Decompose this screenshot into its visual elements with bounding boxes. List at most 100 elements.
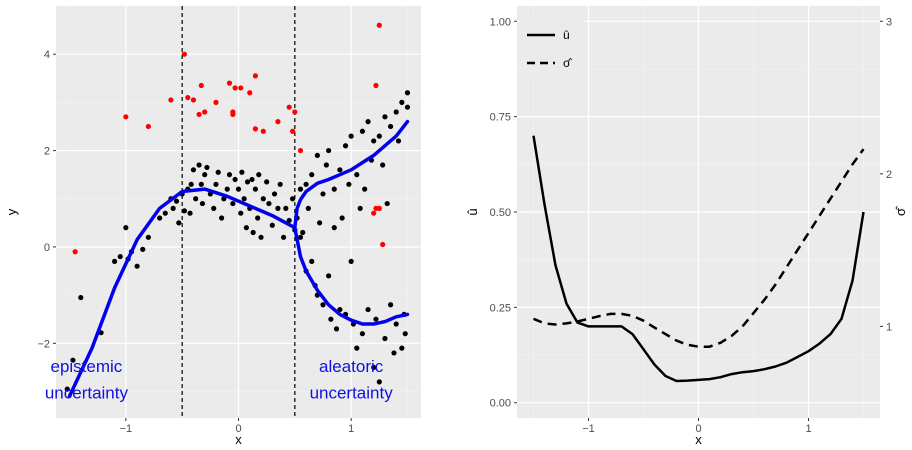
outlier-point [247, 90, 253, 96]
x-tick-label: 1 [348, 423, 354, 435]
data-point [250, 229, 256, 236]
data-point [264, 179, 270, 185]
y-tick-label: 0.00 [490, 398, 511, 410]
data-point [314, 152, 320, 158]
outlier-point [185, 94, 191, 101]
outlier-point [198, 82, 204, 89]
data-point [239, 169, 245, 175]
data-point [339, 215, 345, 221]
outlier-point [275, 119, 281, 125]
y-axis-title: y [4, 208, 19, 215]
data-point [382, 335, 388, 342]
y-tick-label: 0 [44, 242, 50, 254]
y2-tick-label: 2 [886, 169, 892, 181]
data-point [255, 215, 261, 221]
outlier-point [373, 82, 379, 89]
fit-curve [293, 225, 410, 326]
data-point [258, 234, 264, 240]
data-point [170, 205, 176, 211]
data-point [305, 205, 311, 211]
outlier-point [196, 111, 202, 118]
data-point [280, 234, 287, 240]
data-point [331, 186, 337, 192]
data-point [134, 263, 140, 269]
outlier-point [232, 85, 238, 91]
data-point [387, 302, 394, 308]
annotation-text: uncertainty [310, 384, 394, 403]
data-point [376, 133, 382, 139]
outlier-point [72, 249, 78, 255]
data-point [365, 306, 371, 313]
data-point [326, 273, 332, 279]
data-point [140, 246, 146, 252]
data-point [387, 123, 394, 130]
y-tick-label: 1.00 [490, 16, 511, 28]
y-tick-label: 0.75 [490, 112, 511, 124]
data-point [78, 294, 84, 301]
annotation-text: aleatoric [319, 357, 384, 376]
data-point [243, 225, 249, 231]
annotation-text: epistemic [51, 357, 123, 376]
data-point [199, 200, 206, 207]
data-point [235, 186, 242, 192]
outlier-point [226, 80, 233, 86]
outlier-point [252, 73, 258, 79]
data-point [317, 220, 323, 226]
outlier-point [168, 97, 174, 103]
data-point [331, 225, 337, 231]
y-tick-label: 4 [44, 49, 50, 61]
data-point [271, 191, 278, 197]
data-point [393, 321, 399, 327]
data-point [382, 114, 388, 120]
y2-tick-label: 1 [886, 321, 892, 333]
data-point [362, 186, 368, 192]
data-point [404, 90, 411, 96]
data-point [297, 234, 304, 240]
data-point [238, 210, 244, 216]
legend: û σ̂ [521, 18, 583, 80]
data-point [162, 210, 168, 216]
outlier-point [297, 147, 304, 154]
outlier-point [230, 111, 236, 118]
outlier-point [252, 126, 258, 132]
x-axis-title: x [695, 432, 702, 447]
x-tick-label: 0 [695, 423, 701, 435]
data-point [404, 104, 411, 110]
x-axis-title: x [235, 432, 242, 447]
data-point [391, 350, 397, 356]
data-point [219, 215, 225, 221]
data-point [111, 258, 118, 264]
outlier-point [380, 241, 386, 248]
data-point [348, 133, 354, 139]
data-point [320, 302, 326, 308]
x-tick-label: 0 [235, 423, 241, 435]
data-point [256, 172, 262, 178]
x-tick-label: 1 [805, 423, 811, 435]
data-point [384, 200, 390, 207]
data-point [187, 210, 193, 216]
outlier-point [238, 85, 244, 91]
data-point [371, 138, 377, 144]
data-point [371, 364, 377, 371]
data-point [286, 217, 292, 224]
data-point [380, 162, 386, 168]
y-axis-title: û [465, 208, 480, 215]
data-point [275, 205, 281, 211]
data-point [342, 143, 349, 149]
data-point [376, 379, 382, 385]
data-point [145, 234, 151, 240]
outlier-point [292, 109, 298, 115]
outlier-point [260, 128, 266, 134]
data-point [260, 196, 266, 202]
fit-curve [293, 119, 410, 230]
outlier-point [376, 22, 382, 28]
outlier-point [145, 123, 151, 130]
y2-axis-title: σ̂ [893, 205, 908, 216]
outlier-point [371, 210, 377, 216]
data-point [277, 181, 283, 187]
data-point [230, 200, 236, 207]
data-point [393, 109, 399, 115]
data-point [395, 138, 402, 144]
data-point [215, 169, 221, 175]
data-point [249, 176, 255, 183]
